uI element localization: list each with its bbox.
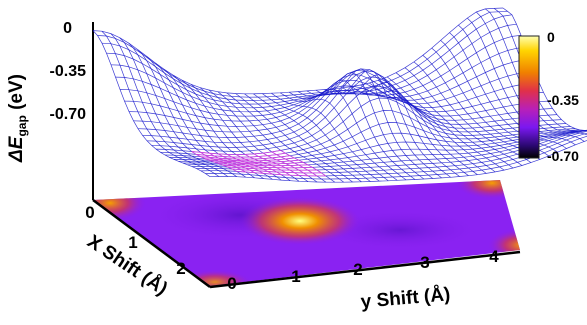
surface-grid-line xyxy=(289,90,406,180)
z-tick-label: 0 xyxy=(63,20,72,37)
y-tick-label: 2 xyxy=(353,260,362,279)
z-axis-label: ΔEgap (eV) xyxy=(6,74,29,163)
y-tick-label: 0 xyxy=(227,274,236,293)
y-axis-title: y Shift (Å) xyxy=(360,284,451,313)
colorbar-tick-label: -0.70 xyxy=(547,148,579,164)
surface-grid-line xyxy=(227,93,344,182)
surface-grid-line xyxy=(138,69,548,138)
x-tick-label: 1 xyxy=(128,233,137,252)
y-tick-label: 1 xyxy=(291,267,300,286)
surface-grid-line xyxy=(93,8,503,94)
colorbar-tick-label: -0.35 xyxy=(547,92,579,108)
z-tick-label: -0.35 xyxy=(50,63,87,80)
heatmap-hotspot xyxy=(240,197,360,245)
surface-grid-line xyxy=(116,47,526,112)
z-tick-label: -0.70 xyxy=(50,106,87,123)
surface-grid-line xyxy=(102,15,512,101)
surface-mesh xyxy=(93,8,587,182)
x-tick-label: 0 xyxy=(85,203,94,222)
colorbar xyxy=(519,36,539,158)
surface-grid-line xyxy=(120,59,530,116)
x-tick-label: 2 xyxy=(176,259,185,278)
colorbar-tick-label: 0 xyxy=(547,29,555,45)
surface-grid-line xyxy=(196,153,285,157)
y-tick-label: 3 xyxy=(420,253,429,272)
surface-grid-line xyxy=(458,25,575,145)
heatmap-hotspot xyxy=(179,270,251,294)
y-tick-label: 4 xyxy=(489,247,499,266)
